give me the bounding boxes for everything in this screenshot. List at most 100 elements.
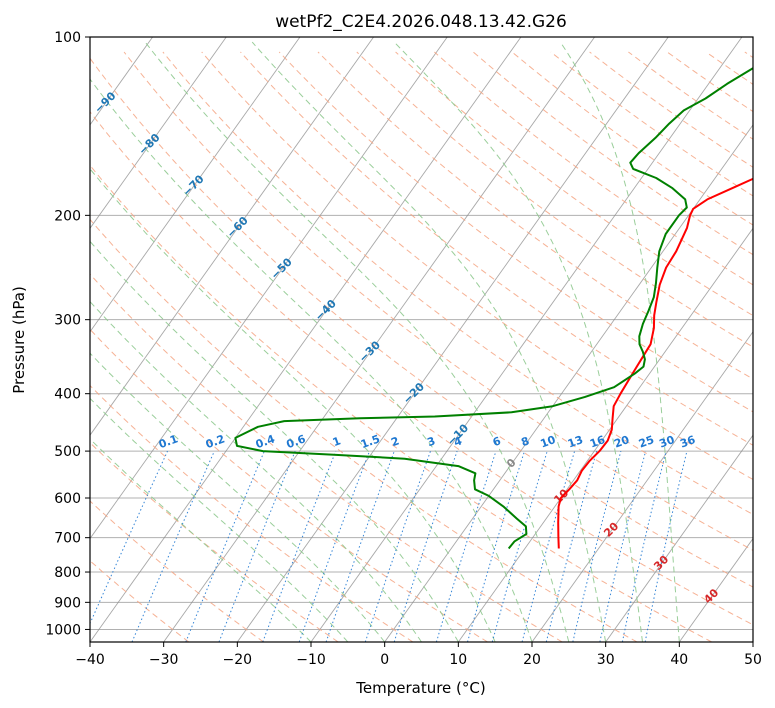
dry-adiabat-line (356, 51, 753, 348)
dry-adiabat-line (90, 218, 638, 642)
dry-adiabat-line (90, 384, 414, 642)
isotherm-line (90, 37, 448, 540)
mixing-ratio-line (572, 450, 622, 642)
moist-adiabat-line (90, 352, 386, 642)
mixing-ratio-label: 4 (452, 434, 464, 449)
moist-adiabats (90, 41, 680, 642)
mixing-ratio-label: 2 (389, 434, 401, 449)
moist-adiabat-line (90, 78, 533, 642)
mixing-ratio-line (393, 450, 458, 642)
mixing-ratio-label: 8 (519, 434, 531, 449)
y-tick-label: 800 (54, 565, 81, 581)
mixing-ratio-label: 6 (491, 434, 503, 449)
y-tick-label: 500 (54, 444, 81, 460)
mixing-ratio-line (435, 450, 497, 642)
x-tick-label: −20 (223, 652, 253, 668)
dry-adiabat-line (123, 51, 753, 551)
y-axis-ticks: 100 200 300 400 500 600 700 800 900 1000 (45, 30, 90, 638)
x-tick-label: 30 (597, 652, 615, 668)
mixing-ratio-label: 1.5 (359, 432, 382, 451)
dry-adiabat-line (90, 57, 753, 588)
chart-title: wetPf2_C2E4.2026.048.13.42.G26 (275, 12, 567, 32)
moist-adiabat-line (90, 438, 312, 642)
mixing-ratio-label: 1 (331, 434, 343, 449)
isotherm-line (384, 124, 753, 642)
plot-frame (89, 36, 754, 643)
moist-adiabat-line (90, 397, 349, 642)
mixing-ratio-label: 36 (678, 433, 697, 451)
mixing-ratio-line (262, 450, 337, 642)
isotherm-line (90, 37, 522, 642)
isotherm-line (90, 37, 301, 333)
dry-adiabat-line (90, 164, 712, 642)
y-tick-label: 200 (54, 208, 81, 224)
mixing-ratio-line (218, 450, 296, 642)
mixing-ratio-line (325, 450, 395, 642)
y-tick-label: 300 (54, 313, 81, 329)
x-tick-label: −40 (75, 652, 105, 668)
dry-adiabat-line (90, 328, 488, 642)
x-tick-label: 10 (449, 652, 467, 668)
mixing-ratio-line (131, 450, 215, 642)
y-tick-label: 100 (54, 30, 81, 46)
x-tick-label: −10 (296, 652, 326, 668)
mixing-ratio-line (185, 450, 265, 642)
dewpoint-profile-line (234, 67, 753, 550)
dry-adiabat-line (317, 51, 753, 380)
moist-adiabat-line (559, 41, 680, 642)
x-tick-label: 20 (523, 652, 541, 668)
mixing-ratio-label: 30 (657, 433, 676, 451)
y-tick-label: 900 (54, 595, 81, 611)
mixing-ratio-line (90, 450, 168, 625)
moist-adiabat-line (90, 300, 422, 642)
x-tick-label: 0 (380, 652, 389, 668)
moist-adiabat-line (90, 168, 496, 642)
mixing-ratio-label: 0.6 (285, 432, 308, 451)
mixing-ratio-line (298, 450, 370, 642)
dry-adiabats (90, 51, 753, 642)
profile-series (234, 67, 753, 550)
isotherm-line (531, 330, 753, 642)
isotherm-line (90, 37, 227, 230)
mixing-ratio-label: 0.4 (254, 432, 277, 451)
dry-adiabat-line (395, 51, 753, 317)
mixing-ratio-lines (90, 450, 688, 642)
y-axis-label: Pressure (hPa) (10, 286, 28, 394)
mixing-ratio-label: 3 (425, 434, 437, 449)
plot-area: 0.10.20.40.611.52346810131620253036−100−… (90, 37, 753, 642)
moist-adiabat-line (393, 41, 643, 642)
mixing-ratio-line (521, 450, 576, 642)
mixing-ratio-line (467, 450, 525, 642)
x-tick-label: 40 (670, 652, 688, 668)
moist-adiabat-line (251, 41, 607, 642)
skewed-isotherms (90, 37, 753, 642)
x-tick-label: −30 (149, 652, 179, 668)
y-tick-label: 400 (54, 387, 81, 403)
moist-adiabat-line (144, 41, 570, 642)
mixing-ratio-line (364, 450, 431, 642)
mixing-ratio-label: 25 (637, 433, 656, 450)
x-axis-ticks: −40 −30 −20 −10 0 10 20 30 40 50 (75, 642, 762, 668)
isotherm-line (310, 37, 743, 642)
y-tick-label: 700 (54, 531, 81, 547)
dry-adiabat-line (90, 111, 753, 626)
mixing-ratio-line (545, 450, 598, 642)
dry-adiabat-line (90, 442, 339, 642)
dry-adiabat-line (162, 51, 753, 515)
isotherm-line (457, 227, 753, 642)
isotherm-line (90, 37, 374, 436)
isotherm-line (605, 434, 753, 642)
mixing-ratio-label: 20 (612, 433, 631, 451)
dry-adiabat-line (90, 273, 563, 642)
y-tick-label: 600 (54, 491, 81, 507)
mixing-ratio-label: 0.1 (157, 432, 180, 451)
isotherm-line (163, 37, 595, 642)
temperature-profile-line (557, 177, 753, 549)
mixing-ratio-line (621, 450, 667, 642)
mixing-ratio-label: 0.2 (204, 432, 227, 451)
pressure-gridlines (90, 37, 753, 630)
isotherm-line (236, 37, 669, 642)
moist-adiabat-line (90, 240, 459, 642)
